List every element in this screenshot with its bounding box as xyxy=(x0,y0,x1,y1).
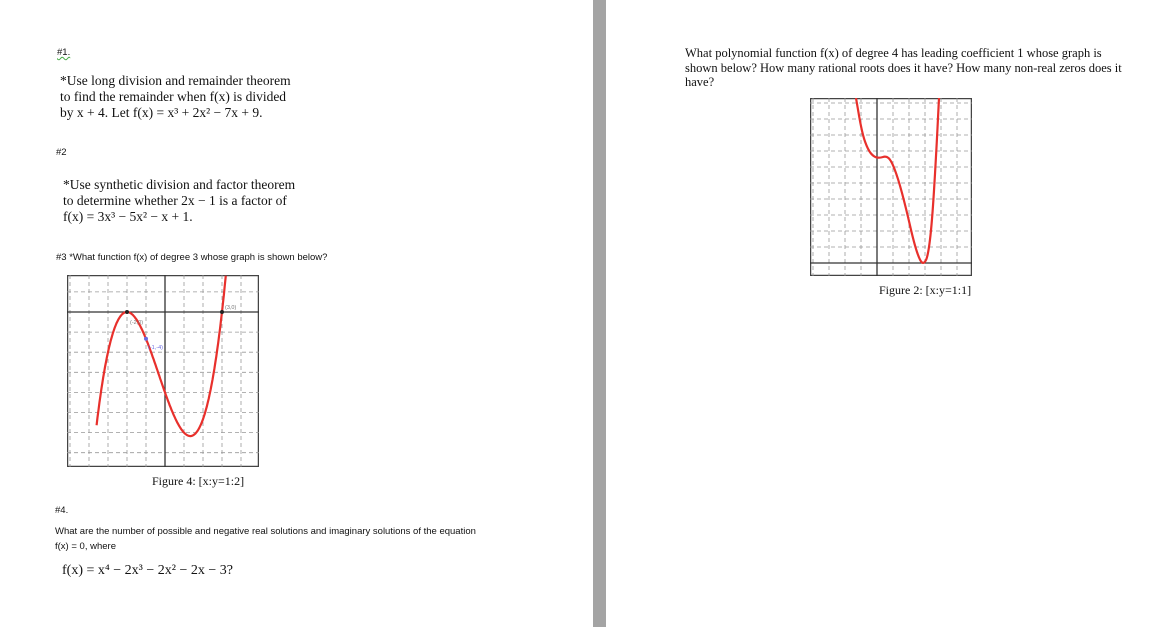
q4-line2: f(x) = 0, where xyxy=(55,541,116,552)
point-label: (-1,-4) xyxy=(148,345,163,351)
cubic-curve xyxy=(95,275,227,438)
right-question-line: What polynomial function f(x) of degree … xyxy=(685,46,1102,60)
degree4-graph xyxy=(810,98,972,276)
point-marker xyxy=(144,336,148,341)
left-page: #1. *Use long division and remainder the… xyxy=(55,47,476,578)
page-divider xyxy=(593,0,606,627)
right-question-line: shown below? How many rational roots doe… xyxy=(685,60,1122,75)
point-marker xyxy=(125,310,129,314)
q2-line: f(x) = 3x³ − 5x² − x + 1. xyxy=(63,209,193,224)
q1-line: by x + 4. Let f(x) = x³ + 2x² − 7x + 9. xyxy=(60,105,263,120)
point-label: (-2,0) xyxy=(130,320,143,326)
q1-label: #1. xyxy=(57,47,71,58)
point-label: (3,0) xyxy=(225,305,236,311)
right-page: What polynomial function f(x) of degree … xyxy=(606,0,1171,627)
graph-frame xyxy=(810,98,972,276)
q2-line: *Use synthetic division and factor theor… xyxy=(63,177,296,192)
quartic-curve xyxy=(854,98,941,264)
q4-equation: f(x) = x⁴ − 2x³ − 2x² − 2x − 3? xyxy=(62,563,233,578)
q1-text: *Use long division and remainder theorem… xyxy=(60,73,291,121)
q2-label: #2 xyxy=(56,147,67,158)
q2-text: *Use synthetic division and factor theor… xyxy=(63,177,295,225)
degree3-graph: (-2,0) (-1,-4) (3,0) xyxy=(67,275,259,467)
q2-line: to determine whether 2x − 1 is a factor … xyxy=(63,193,287,208)
right-question: What polynomial function f(x) of degree … xyxy=(685,46,1122,90)
figure2-caption: Figure 2: [x:y=1:1] xyxy=(879,283,972,297)
q1-line: *Use long division and remainder theorem xyxy=(60,73,291,88)
right-question-line: have? xyxy=(685,75,715,89)
q4-line1: What are the number of possible and nega… xyxy=(55,526,476,537)
graph-frame xyxy=(67,275,259,467)
point-marker xyxy=(220,310,224,314)
q1-line: to find the remainder when f(x) is divid… xyxy=(60,89,287,104)
q4-label: #4. xyxy=(55,505,69,516)
figure4-caption: Figure 4: [x:y=1:2] xyxy=(152,474,245,488)
q3-text: #3 *What function f(x) of degree 3 whose… xyxy=(56,252,328,263)
